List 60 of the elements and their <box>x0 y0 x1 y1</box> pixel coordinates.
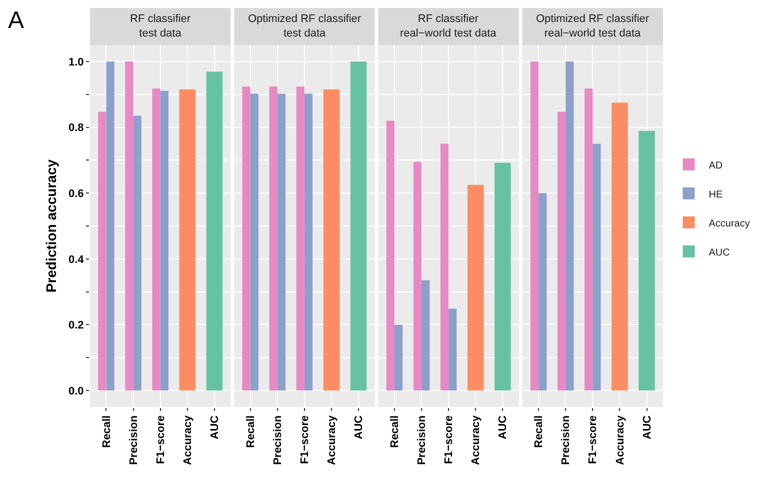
bar <box>584 88 593 391</box>
x-tick-label: Precision <box>272 415 284 465</box>
x-tick-label: Recall <box>100 415 113 448</box>
bar <box>558 112 566 391</box>
x-tick-label: Recall <box>244 415 257 448</box>
bar <box>386 120 394 391</box>
bar <box>530 61 539 391</box>
bar <box>638 130 655 391</box>
y-tick-label: 0.2 <box>68 320 84 332</box>
chart-title: Optimized RF classifier real−world test data <box>536 13 650 40</box>
x-tick-label: Recall <box>389 415 402 448</box>
text: A <box>8 7 24 34</box>
bar <box>422 280 430 391</box>
x-tick-label: AUC <box>353 415 366 440</box>
x-tick-label: Accuracy <box>614 414 626 465</box>
bar <box>206 72 223 391</box>
x-tick-label: AUC <box>209 415 222 440</box>
bar <box>612 102 628 391</box>
bar <box>494 162 511 391</box>
legend-label: HE <box>708 189 723 200</box>
bar <box>448 308 457 391</box>
bar <box>538 193 547 391</box>
x-tick-label: Accuracy <box>470 414 482 465</box>
bar <box>413 162 422 391</box>
y-tick-label: 0.6 <box>68 188 84 200</box>
legend-label: AUC <box>708 247 730 258</box>
bar <box>467 184 484 391</box>
x-tick-label: F1−score <box>299 415 312 464</box>
chart-title: RF classifier real−world test data <box>400 13 498 40</box>
bar <box>152 88 160 391</box>
x-tick-label: F1−score <box>443 415 456 464</box>
x-tick-label: Accuracy <box>326 414 338 465</box>
x-tick-label: Precision <box>560 415 572 465</box>
x-tick-label: Precision <box>128 415 140 465</box>
bar <box>133 116 142 391</box>
x-tick-label: AUC <box>641 415 654 440</box>
legend-label: AD <box>708 160 723 172</box>
bar <box>160 90 168 391</box>
x-tick-label: Accuracy <box>182 414 194 465</box>
legend-label: Accuracy <box>708 218 750 230</box>
y-axis-title: Prediction accuracy <box>43 159 60 293</box>
bar <box>179 89 196 391</box>
bar <box>440 144 449 391</box>
x-tick-label: Recall <box>533 415 546 448</box>
x-tick-label: F1−score <box>154 415 167 464</box>
bar <box>592 144 601 391</box>
bar <box>566 61 574 391</box>
bar <box>394 324 403 391</box>
x-tick-label: F1−score <box>587 415 600 464</box>
y-tick-label: 0.8 <box>68 122 84 134</box>
y-tick-label: 1.0 <box>68 56 84 68</box>
bar <box>98 112 106 391</box>
bar <box>125 61 134 391</box>
chart-title: Optimized RF classifier test data <box>248 13 362 40</box>
chart-title: RF classifier test data <box>130 13 191 40</box>
bar <box>106 61 114 391</box>
x-tick-label: Precision <box>416 415 428 465</box>
y-tick-label: 0.0 <box>68 385 84 398</box>
y-tick-label: 0.4 <box>68 254 85 266</box>
x-tick-label: AUC <box>497 415 510 440</box>
